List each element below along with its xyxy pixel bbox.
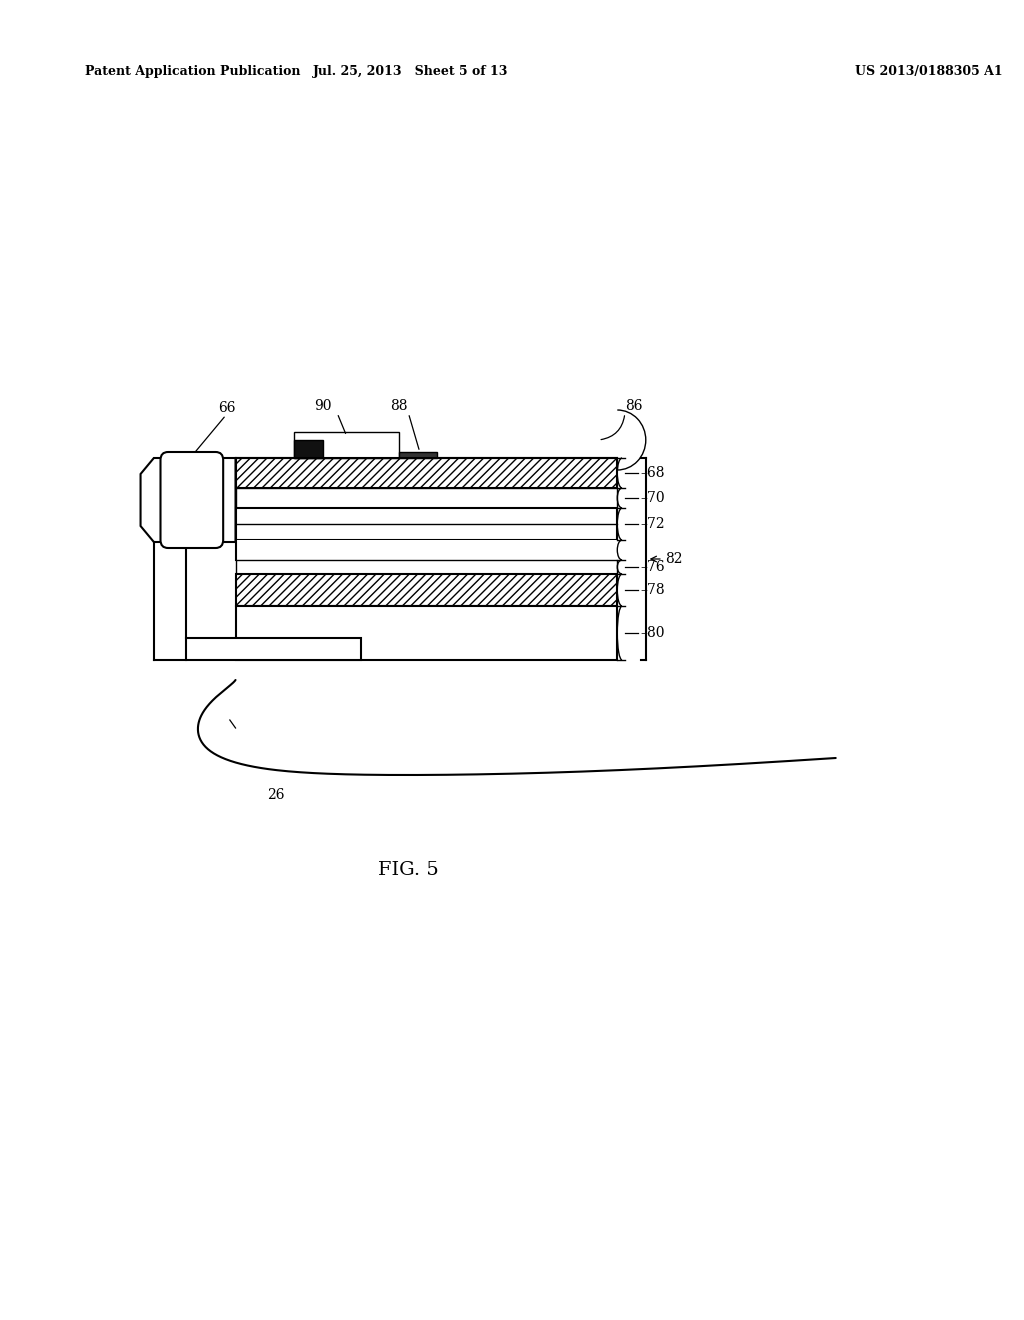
Text: US 2013/0188305 A1: US 2013/0188305 A1 [855, 66, 1002, 78]
Text: –78: –78 [640, 583, 665, 597]
Bar [236, 488, 617, 508]
Text: 82: 82 [665, 552, 682, 566]
Text: –70: –70 [640, 491, 665, 506]
Text: 90: 90 [314, 399, 332, 413]
Text: –80: –80 [640, 626, 665, 640]
FancyBboxPatch shape [161, 451, 223, 548]
Bar [399, 451, 437, 458]
Text: –76: –76 [640, 560, 665, 574]
Text: 88: 88 [390, 399, 408, 413]
Bar [186, 638, 360, 660]
Text: 86: 86 [625, 399, 642, 413]
Bar [295, 432, 399, 458]
Text: –68: –68 [640, 466, 665, 480]
Bar [236, 560, 617, 574]
Text: FIG. 5: FIG. 5 [378, 861, 438, 879]
Text: –72: –72 [640, 517, 665, 531]
Text: 26: 26 [266, 788, 284, 803]
Text: Patent Application Publication: Patent Application Publication [85, 66, 301, 78]
Bar [236, 574, 617, 606]
Bar [295, 440, 323, 458]
Bar [236, 508, 617, 540]
Polygon shape [140, 458, 236, 543]
Text: Jul. 25, 2013   Sheet 5 of 13: Jul. 25, 2013 Sheet 5 of 13 [312, 66, 508, 78]
Bar [236, 606, 617, 660]
Text: 66: 66 [218, 401, 236, 414]
Bar [236, 540, 617, 560]
Bar [236, 458, 617, 488]
